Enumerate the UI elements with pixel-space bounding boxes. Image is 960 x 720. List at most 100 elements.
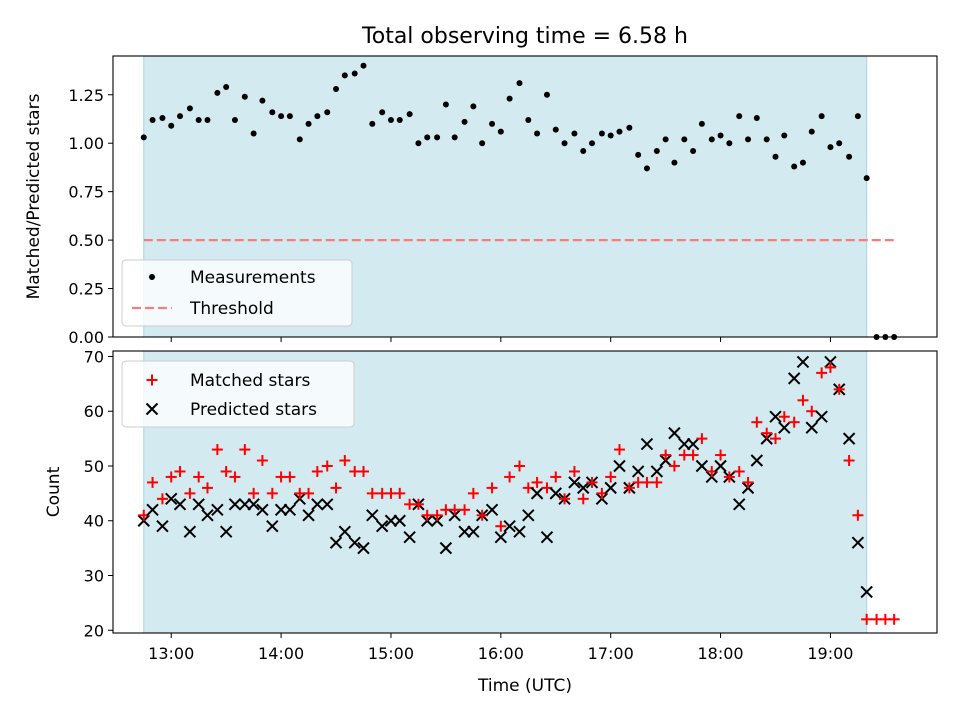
predicted-point — [228, 498, 242, 511]
predicted-point — [513, 525, 526, 538]
measurement-point — [278, 113, 285, 120]
measurement-point — [214, 89, 221, 96]
y-tick-label: 70 — [84, 347, 104, 366]
matched-point — [339, 455, 351, 467]
bottom-legend-box — [121, 360, 355, 428]
x-tick-label: 19:00 — [807, 644, 853, 663]
y-tick-label: 0.50 — [68, 231, 104, 250]
measurement-point — [781, 132, 788, 139]
matched-point — [623, 482, 635, 494]
measurement-point — [690, 147, 697, 154]
predicted-point — [530, 487, 544, 500]
predicted-point — [467, 525, 480, 538]
measurement-point — [552, 126, 559, 133]
measurement-point — [681, 136, 688, 143]
measurement-point — [726, 140, 733, 147]
predicted-point — [256, 503, 269, 517]
measurement-point — [791, 163, 798, 170]
measurement-point — [717, 132, 724, 139]
y-tick-label: 1.25 — [68, 86, 104, 105]
legend-measurements-label: Measurements — [190, 268, 316, 288]
predicted-point — [439, 541, 453, 555]
matched-point — [449, 504, 461, 516]
bottom-x-ticks: 13:00 14:00 15:00 16:00 17:00 18:00 19:00 — [148, 633, 853, 663]
x-tick-label: 16:00 — [478, 644, 524, 663]
matched-point — [651, 476, 663, 488]
predicted-point — [403, 530, 416, 544]
y-tick-label: 20 — [84, 621, 104, 640]
matched-point — [504, 471, 516, 483]
measurement-point — [616, 128, 623, 135]
matched-point — [193, 471, 205, 483]
predicted-point — [668, 426, 681, 440]
matched-point — [229, 471, 241, 483]
y-tick-label: 30 — [84, 567, 104, 586]
measurement-point — [497, 128, 504, 135]
matched-point — [394, 487, 406, 499]
matched-point — [174, 465, 186, 477]
measurement-point — [387, 116, 394, 123]
measurement-point — [296, 136, 303, 143]
predicted-point — [503, 520, 516, 533]
predicted-point — [714, 459, 727, 473]
measurement-point — [846, 153, 853, 160]
matched-point — [843, 455, 855, 467]
legend-threshold-label: Threshold — [189, 299, 274, 319]
predicted-point — [540, 530, 554, 544]
matched-point — [568, 465, 580, 477]
predicted-point — [238, 498, 252, 511]
predicted-point — [631, 465, 645, 478]
y-tick-label: 0.25 — [68, 280, 104, 299]
matched-point — [476, 509, 488, 521]
matched-point — [861, 613, 873, 625]
measurement-point — [808, 128, 815, 135]
matched-point — [778, 411, 790, 423]
predicted-point — [283, 503, 297, 517]
measurement-point — [470, 103, 477, 110]
measurement-point — [863, 175, 870, 182]
measurement-point — [753, 115, 760, 122]
matched-point — [550, 471, 562, 483]
matched-point — [761, 427, 773, 439]
matched-point — [357, 465, 369, 477]
predicted-point — [778, 421, 791, 434]
matched-point — [577, 493, 589, 505]
predicted-point — [851, 536, 865, 549]
predicted-point — [815, 410, 828, 423]
measurement-point — [406, 111, 413, 118]
matched-point — [156, 493, 168, 505]
matched-point — [816, 367, 828, 379]
matched-point — [888, 613, 900, 625]
count-points — [137, 355, 900, 625]
predicted-point — [173, 498, 187, 511]
measurement-points — [140, 62, 898, 340]
matched-point — [303, 487, 315, 499]
predicted-point — [393, 514, 406, 527]
predicted-point — [219, 525, 233, 538]
matched-point — [660, 449, 672, 461]
predicted-point — [842, 432, 856, 445]
measurement-point — [635, 151, 642, 158]
predicted-point — [522, 509, 535, 522]
matched-point — [256, 455, 268, 467]
predicted-point — [183, 525, 197, 538]
predicted-point — [375, 520, 389, 533]
y-tick-label: 40 — [84, 512, 104, 531]
measurement-point — [506, 95, 513, 102]
measurement-point — [763, 136, 770, 143]
measurement-point — [250, 130, 257, 137]
bottom-plot-frame — [112, 350, 938, 634]
measurement-point — [195, 116, 202, 123]
matched-point — [769, 433, 781, 445]
predicted-point — [640, 437, 654, 451]
matched-point — [531, 476, 543, 488]
measurement-point — [333, 85, 340, 92]
matched-point — [641, 476, 653, 488]
predicted-point — [156, 520, 169, 533]
measurement-point — [396, 116, 403, 123]
predicted-point — [366, 509, 379, 522]
legend-matched-marker — [146, 374, 158, 386]
measurement-point — [818, 113, 825, 120]
predicted-point — [165, 492, 178, 506]
matched-point — [495, 520, 507, 532]
